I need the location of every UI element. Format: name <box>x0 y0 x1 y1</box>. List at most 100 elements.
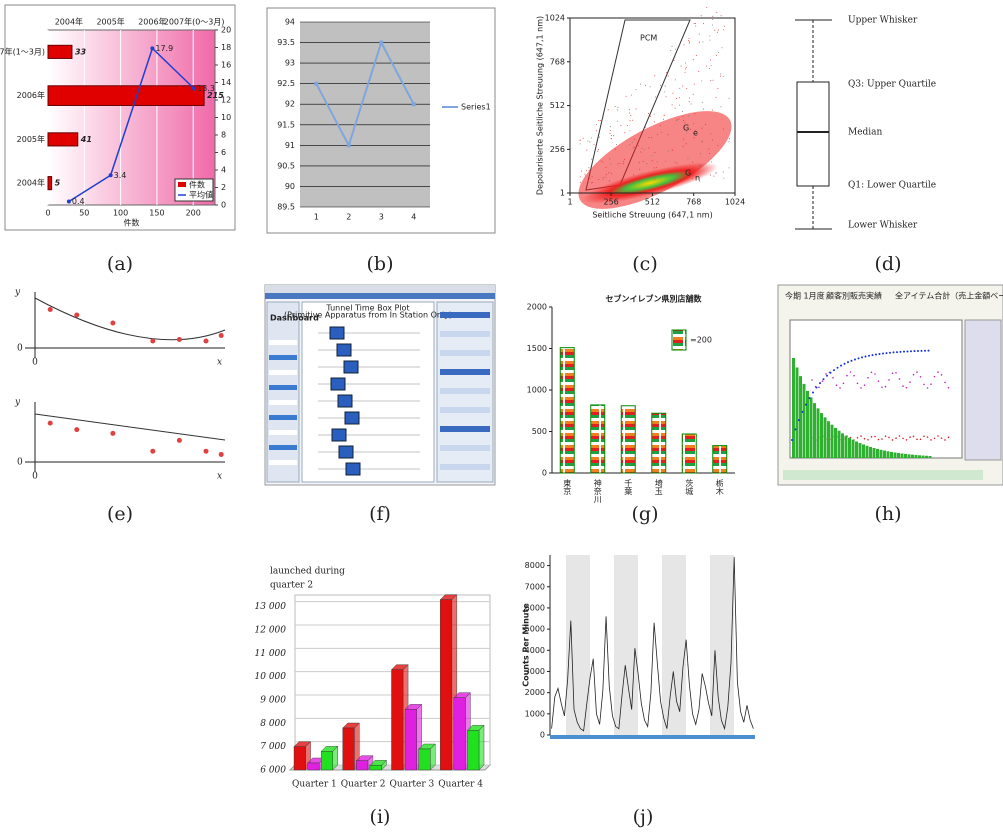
deco-dot <box>860 387 862 389</box>
noise-dot <box>688 40 689 41</box>
noise-dot <box>712 110 713 111</box>
sidebar-row <box>269 340 297 345</box>
y-tick-label: 12 000 <box>255 626 287 636</box>
point <box>314 82 318 86</box>
y-tick-label: 256 <box>550 145 565 154</box>
point <box>204 449 209 454</box>
noise-dot <box>654 75 655 76</box>
side-panel-row <box>440 312 490 318</box>
y-tick-label: 94 <box>285 18 295 27</box>
noise-dot <box>605 177 606 178</box>
noise-dot <box>693 59 694 60</box>
noise-dot <box>686 67 687 68</box>
noise-dot <box>601 160 602 161</box>
noise-dot <box>642 148 643 149</box>
annotation: G <box>683 124 689 133</box>
deco-dot <box>916 439 918 441</box>
deco-dot <box>874 373 876 375</box>
x-tick-label: 50 <box>79 209 89 218</box>
deco-bar <box>824 417 827 458</box>
bar <box>48 86 204 106</box>
noise-dot <box>648 147 649 148</box>
caption: (e) <box>107 503 133 525</box>
deco-bar <box>897 453 900 458</box>
noise-dot <box>712 19 713 20</box>
noise-dot <box>710 80 711 81</box>
y-tick-label: 768 <box>550 57 565 66</box>
noise-dot <box>672 46 673 47</box>
y-tick-label: 2007年(1〜3月) <box>0 46 45 56</box>
box <box>330 327 344 339</box>
noise-dot <box>651 137 652 138</box>
x-tick-label: 100 <box>113 209 128 218</box>
x-tick-label: 3 <box>379 213 384 222</box>
chart-title: launched during <box>270 567 345 577</box>
deco-dot <box>934 376 936 378</box>
diagram-label: Q3: Upper Quartile <box>848 80 936 90</box>
point-label: 13.3 <box>197 84 215 93</box>
noise-dot <box>712 16 713 17</box>
y-tick-label: 2006年 <box>17 90 45 100</box>
y-tick-label: 90.5 <box>277 161 295 170</box>
noise-dot <box>611 173 612 174</box>
deco-dot <box>851 360 853 362</box>
y-tick-label: 8000 <box>525 561 545 570</box>
x-tick-label: 150 <box>149 209 164 218</box>
point-label: 17.9 <box>155 44 173 53</box>
x-axis-band <box>550 735 755 739</box>
x-tick-label: 0 <box>45 209 50 218</box>
noise-dot <box>583 138 584 139</box>
noise-dot <box>665 161 666 162</box>
noise-dot <box>718 30 719 31</box>
y-tick-label: 1 <box>560 189 565 198</box>
noise-dot <box>703 23 704 24</box>
noise-dot <box>657 134 658 135</box>
bar <box>392 670 404 770</box>
noise-dot <box>685 62 686 63</box>
y-tick-label: 1000 <box>525 709 545 718</box>
top-axis-label: 2007年(0〜3月) <box>164 17 225 27</box>
noise-dot <box>711 133 712 134</box>
noise-dot <box>683 44 684 45</box>
x-tick-label: 埼玉 <box>654 478 663 495</box>
top-axis-label: 2006年 <box>138 17 166 27</box>
point <box>110 321 115 326</box>
noise-dot <box>629 144 630 145</box>
noise-dot <box>603 179 604 180</box>
deco-dot <box>906 439 908 441</box>
noise-dot <box>683 146 684 147</box>
noise-dot <box>695 23 696 24</box>
deco-dot <box>881 438 883 440</box>
line-point <box>67 200 71 204</box>
deco-dot <box>864 438 866 440</box>
deco-dot <box>868 355 870 357</box>
deco-dot <box>847 361 849 363</box>
density-cloud <box>565 92 745 228</box>
deco-dot <box>927 387 929 389</box>
deco-dot <box>882 352 884 354</box>
noise-dot <box>695 25 696 26</box>
deco-dot <box>914 350 916 352</box>
noise-dot <box>692 178 693 179</box>
noise-dot <box>639 169 640 170</box>
deco-dot <box>864 384 866 386</box>
y-tick-label: 1024 <box>545 14 565 23</box>
deco-bar <box>869 447 872 458</box>
diagram-label: Lower Whisker <box>848 221 918 231</box>
deco-dot <box>885 386 887 388</box>
deco-bar <box>841 433 844 458</box>
deco-bar <box>820 413 823 458</box>
y-tick-label: 2004年 <box>17 178 45 188</box>
noise-dot <box>689 38 690 39</box>
noise-dot <box>596 124 597 125</box>
chart-title: セブンイレブン県別店舗数 <box>606 294 703 304</box>
deco-dot <box>871 372 873 374</box>
noise-dot <box>631 95 632 96</box>
deco-dot <box>798 419 800 421</box>
noise-dot <box>711 161 712 162</box>
deco-dot <box>791 439 793 441</box>
point <box>219 452 224 457</box>
caption: (i) <box>370 806 391 828</box>
noise-dot <box>712 139 713 140</box>
noise-dot <box>652 155 653 156</box>
